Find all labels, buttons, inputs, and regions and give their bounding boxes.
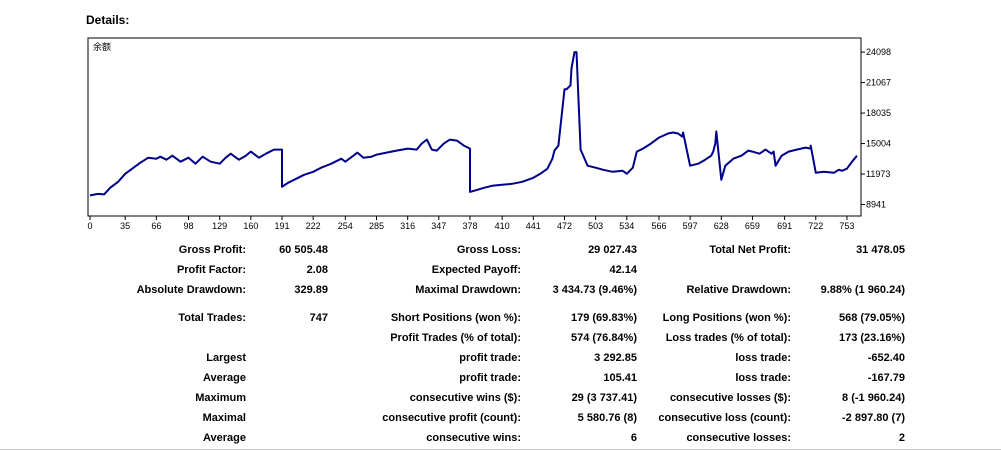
loss-trades-label: Loss trades (% of total): bbox=[665, 332, 791, 344]
x-tick-label: 628 bbox=[714, 221, 729, 231]
details-title: Details: bbox=[86, 13, 130, 27]
x-tick-label: 160 bbox=[243, 221, 258, 231]
gross-loss-value: 29 027.43 bbox=[588, 244, 637, 256]
expected-payoff-value: 42.14 bbox=[609, 264, 637, 276]
maximum-losses-label: consecutive losses ($): bbox=[669, 392, 791, 404]
x-tick-label: 191 bbox=[274, 221, 289, 231]
y-tick-label: 18035 bbox=[866, 108, 891, 118]
maximum-losses-value: 8 (-1 960.24) bbox=[842, 392, 905, 404]
maximal-label: Maximal bbox=[202, 412, 246, 424]
x-tick-label: 534 bbox=[619, 221, 634, 231]
profit-trades-value: 574 (76.84%) bbox=[570, 332, 637, 344]
gross-loss-label: Gross Loss: bbox=[456, 244, 521, 256]
maximal-loss-value: -2 897.80 (7) bbox=[842, 412, 905, 424]
total-trades-label: Total Trades: bbox=[178, 312, 246, 324]
maximum-label: Maximum bbox=[195, 392, 246, 404]
maximum-wins-label: consecutive wins ($): bbox=[409, 392, 521, 404]
maximal-loss-label: consecutive loss (count): bbox=[658, 412, 791, 424]
x-tick-label: 35 bbox=[120, 221, 130, 231]
x-tick-label: 566 bbox=[651, 221, 666, 231]
x-tick-label: 410 bbox=[495, 221, 510, 231]
x-tick-label: 222 bbox=[306, 221, 321, 231]
maximum-wins-value: 29 (3 737.41) bbox=[571, 392, 637, 404]
x-tick-label: 753 bbox=[839, 221, 854, 231]
average-consecutive-losses-label: consecutive losses: bbox=[686, 432, 791, 444]
average-consecutive-wins-label: consecutive wins: bbox=[426, 432, 521, 444]
average-label: Average bbox=[202, 372, 246, 384]
y-tick-label: 21067 bbox=[866, 78, 891, 88]
chart-title: 余额 bbox=[93, 41, 111, 52]
absolute-drawdown-label: Absolute Drawdown: bbox=[136, 284, 246, 296]
average-loss-value: -167.79 bbox=[867, 372, 905, 384]
gross-profit-value: 60 505.48 bbox=[279, 244, 328, 256]
profit-factor-value: 2.08 bbox=[306, 264, 328, 276]
y-tick-label: 15004 bbox=[866, 139, 891, 149]
bottom-divider bbox=[0, 449, 1001, 450]
y-tick-label: 24098 bbox=[866, 47, 891, 57]
average-consecutive-label: Average bbox=[202, 432, 246, 444]
loss-trades-value: 173 (23.16%) bbox=[838, 332, 905, 344]
average-loss-label: loss trade: bbox=[735, 372, 791, 384]
largest-label: Largest bbox=[206, 352, 246, 364]
x-tick-label: 0 bbox=[87, 221, 92, 231]
x-tick-label: 691 bbox=[777, 221, 792, 231]
x-tick-label: 66 bbox=[151, 221, 161, 231]
largest-loss-value: -652.40 bbox=[867, 352, 905, 364]
x-tick-label: 503 bbox=[588, 221, 603, 231]
short-positions-value: 179 (69.83%) bbox=[570, 312, 637, 324]
maximal-profit-label: consecutive profit (count): bbox=[382, 412, 521, 424]
x-tick-label: 722 bbox=[808, 221, 823, 231]
total-trades-value: 747 bbox=[309, 312, 328, 324]
y-axis-ticks: 8941 11973 15004 18035 21067 24098 bbox=[861, 47, 891, 210]
x-tick-label: 285 bbox=[369, 221, 384, 231]
y-tick-label: 8941 bbox=[866, 200, 886, 210]
average-consecutive-wins-value: 6 bbox=[630, 432, 637, 444]
absolute-drawdown-value: 329.89 bbox=[294, 284, 328, 296]
x-tick-label: 378 bbox=[462, 221, 477, 231]
average-profit-label: profit trade: bbox=[459, 372, 521, 384]
balance-series-line bbox=[89, 51, 858, 197]
profit-factor-label: Profit Factor: bbox=[176, 264, 246, 276]
maximal-profit-value: 5 580.76 (8) bbox=[577, 412, 637, 424]
x-tick-label: 347 bbox=[431, 221, 446, 231]
short-positions-label: Short Positions (won %): bbox=[390, 312, 521, 324]
largest-profit-value: 3 292.85 bbox=[594, 352, 637, 364]
x-tick-label: 472 bbox=[557, 221, 572, 231]
plot-frame bbox=[87, 37, 862, 217]
relative-drawdown-label: Relative Drawdown: bbox=[686, 284, 791, 296]
gross-profit-label: Gross Profit: bbox=[178, 244, 246, 256]
x-tick-label: 597 bbox=[683, 221, 698, 231]
maximal-drawdown-value: 3 434.73 (9.46%) bbox=[552, 284, 637, 296]
x-tick-label: 98 bbox=[184, 221, 194, 231]
balance-chart: 余额 8941 11973 15004 18035 21067 24098 0 35 66 98… bbox=[87, 37, 891, 231]
largest-loss-label: loss trade: bbox=[735, 352, 791, 364]
relative-drawdown-value: 9.88% (1 960.24) bbox=[820, 284, 905, 296]
maximal-drawdown-label: Maximal Drawdown: bbox=[415, 284, 521, 296]
x-tick-label: 441 bbox=[526, 221, 541, 231]
x-tick-label: 316 bbox=[400, 221, 415, 231]
x-tick-label: 254 bbox=[338, 221, 353, 231]
y-tick-label: 11973 bbox=[866, 169, 890, 179]
total-net-profit-value: 31 478.05 bbox=[856, 244, 905, 256]
largest-profit-label: profit trade: bbox=[459, 352, 521, 364]
total-net-profit-label: Total Net Profit: bbox=[709, 244, 791, 256]
x-tick-label: 129 bbox=[212, 221, 227, 231]
x-axis-ticks: 0 35 66 98 129 160 191 222 254 285 316 347 378 410 441… bbox=[87, 216, 854, 231]
average-profit-value: 105.41 bbox=[603, 372, 637, 384]
long-positions-label: Long Positions (won %): bbox=[662, 312, 791, 324]
long-positions-value: 568 (79.05%) bbox=[838, 312, 905, 324]
x-tick-label: 659 bbox=[745, 221, 760, 231]
average-consecutive-losses-value: 2 bbox=[898, 432, 905, 444]
profit-trades-label: Profit Trades (% of total): bbox=[390, 332, 521, 344]
expected-payoff-label: Expected Payoff: bbox=[431, 264, 521, 276]
